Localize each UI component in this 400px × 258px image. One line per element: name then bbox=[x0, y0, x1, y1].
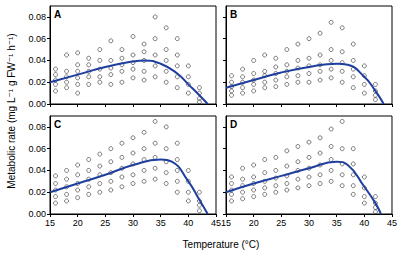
svg-text:30: 30 bbox=[304, 218, 314, 228]
svg-text:35: 35 bbox=[156, 218, 166, 228]
svg-text:20: 20 bbox=[249, 218, 259, 228]
svg-text:0.00: 0.00 bbox=[28, 209, 46, 219]
svg-text:0.08: 0.08 bbox=[28, 12, 46, 22]
svg-text:0.00: 0.00 bbox=[28, 99, 46, 109]
svg-text:0.02: 0.02 bbox=[28, 77, 46, 87]
svg-text:35: 35 bbox=[332, 218, 342, 228]
svg-text:20: 20 bbox=[73, 218, 83, 228]
svg-text:0.04: 0.04 bbox=[28, 55, 46, 65]
svg-text:B: B bbox=[230, 9, 237, 20]
svg-text:0.08: 0.08 bbox=[28, 122, 46, 132]
svg-text:25: 25 bbox=[100, 218, 110, 228]
svg-text:0.04: 0.04 bbox=[28, 165, 46, 175]
svg-text:D: D bbox=[230, 119, 237, 130]
svg-text:40: 40 bbox=[359, 218, 369, 228]
svg-text:30: 30 bbox=[128, 218, 138, 228]
svg-text:15: 15 bbox=[45, 218, 55, 228]
svg-text:C: C bbox=[54, 119, 61, 130]
svg-text:0.06: 0.06 bbox=[28, 144, 46, 154]
svg-text:0.02: 0.02 bbox=[28, 187, 46, 197]
svg-text:45: 45 bbox=[387, 218, 397, 228]
svg-text:Temperature (°C): Temperature (°C) bbox=[183, 239, 260, 250]
svg-text:Metabolic rate (mg L⁻¹ g FW⁻¹: Metabolic rate (mg L⁻¹ g FW⁻¹ h⁻¹) bbox=[6, 33, 17, 188]
svg-text:45: 45 bbox=[211, 218, 221, 228]
svg-text:40: 40 bbox=[183, 218, 193, 228]
svg-text:25: 25 bbox=[276, 218, 286, 228]
svg-text:0.06: 0.06 bbox=[28, 34, 46, 44]
svg-text:A: A bbox=[54, 9, 61, 20]
svg-text:15: 15 bbox=[221, 218, 231, 228]
